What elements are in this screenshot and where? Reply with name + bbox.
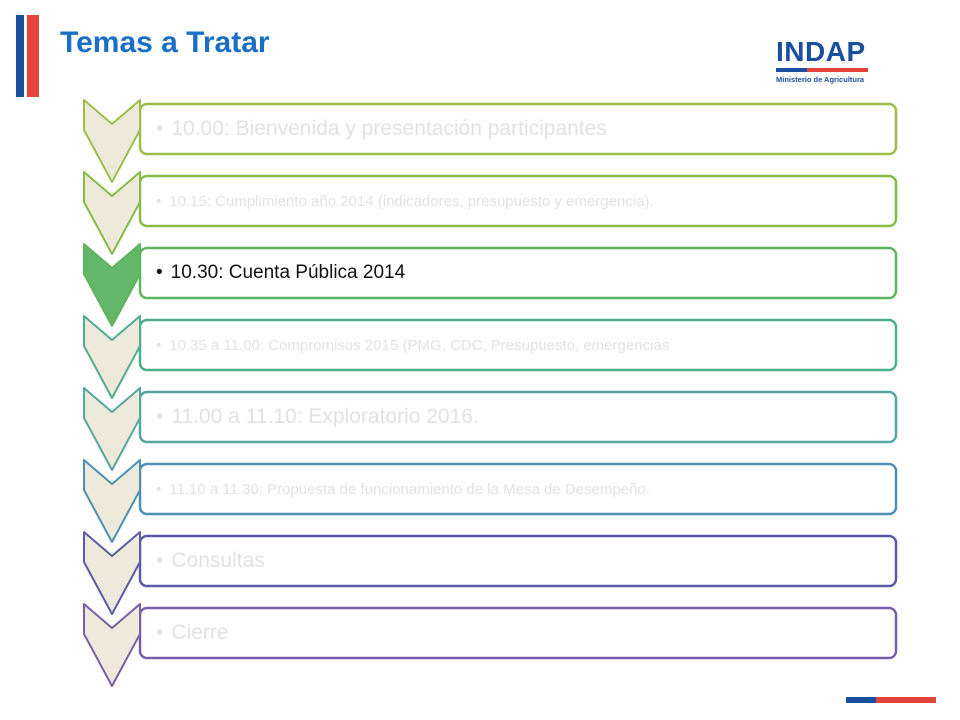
bullet-icon: • (156, 192, 162, 210)
agenda-item-label: 10.15: Cumplimiento año 2014 (indicadore… (169, 192, 654, 210)
logo-wordmark: INDAP (776, 36, 866, 67)
agenda-item-8: • Cierre (156, 611, 891, 655)
bullet-icon: • (156, 405, 164, 428)
accent-bar-blue (16, 15, 24, 97)
agenda-item-7: • Consultas (156, 539, 891, 583)
footer-bar-red (876, 697, 936, 703)
agenda-chevron-1 (83, 99, 141, 183)
agenda-item-6: • 11.10 a 11.30: Propuesta de funcionamie… (156, 467, 891, 511)
bullet-icon: • (156, 336, 162, 354)
logo-subtitle: Ministerio de Agricultura (776, 75, 865, 84)
bullet-icon: • (156, 117, 164, 140)
indap-logo: INDAP Ministerio de Agricultura (776, 38, 876, 94)
agenda-item-label: Cierre (171, 621, 229, 644)
accent-bar-red (27, 15, 39, 97)
agenda-item-3: • 10.30: Cuenta Pública 2014 (156, 251, 891, 295)
agenda-chevron-3 (83, 243, 141, 327)
bullet-icon: • (156, 621, 164, 644)
agenda-chevron-2 (83, 171, 141, 255)
bullet-icon: • (156, 549, 164, 572)
agenda-item-label: 11.10 a 11.30: Propuesta de funcionamien… (169, 480, 650, 498)
agenda-item-label: 10.35 a 11.00: Compromisos 2015 (PMG, CD… (169, 336, 670, 354)
agenda-chevron-8 (83, 603, 141, 687)
footer-bar-blue (846, 697, 876, 703)
agenda-item-1: • 10.00: Bienvenida y presentación partic… (156, 107, 891, 151)
agenda-item-label: 10.30: Cuenta Pública 2014 (170, 262, 406, 283)
agenda-item-label: 10.00: Bienvenida y presentación partici… (171, 117, 607, 140)
bullet-icon: • (156, 480, 162, 498)
agenda-chevron-7 (83, 531, 141, 615)
logo-color-bar (776, 68, 868, 72)
slide-title: Temas a Tratar (60, 26, 270, 59)
agenda-item-label: Consultas (171, 549, 265, 572)
agenda-chevron-5 (83, 387, 141, 471)
agenda-chevron-4 (83, 315, 141, 399)
agenda-chevron-6 (83, 459, 141, 543)
agenda-item-label: 11.00 a 11.10: Exploratorio 2016. (171, 405, 479, 428)
agenda-item-2: • 10.15: Cumplimiento año 2014 (indicador… (156, 179, 891, 223)
bullet-icon: • (156, 262, 163, 283)
agenda-item-4: • 10.35 a 11.00: Compromisos 2015 (PMG, C… (156, 323, 891, 367)
agenda-item-5: • 11.00 a 11.10: Exploratorio 2016. (156, 395, 891, 439)
